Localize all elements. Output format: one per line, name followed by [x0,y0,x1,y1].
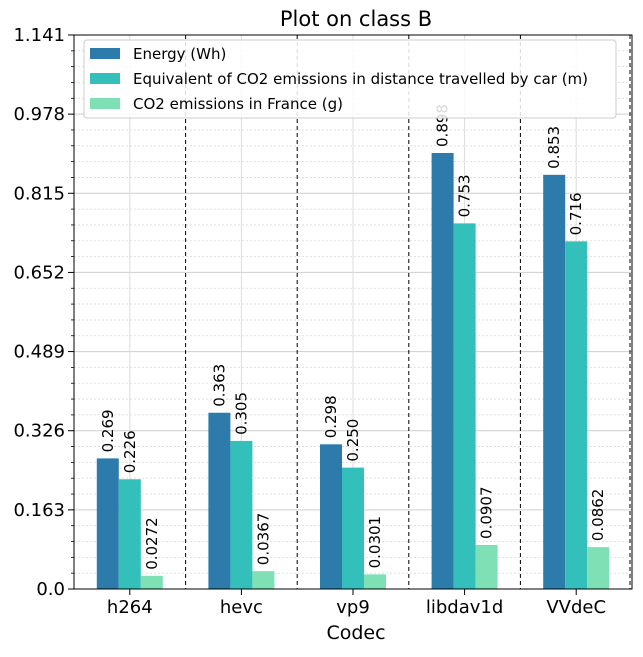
y-tick-label: 0.815 [13,183,65,204]
y-axis: 0.0 0.163 0.326 0.489 0.652 0.815 0.978 1.141 [13,25,74,600]
bar-libdav1d-series-2 [453,223,476,589]
x-tick-label-vp9: vp9 [336,597,370,618]
x-tick-label-libdav1d: libdav1d [426,597,503,618]
legend-swatch-co2-car-distance [90,73,120,84]
x-axis-label: Codec [326,622,385,644]
x-tick-label-hevc: hevc [220,597,263,618]
bar-vp9-series-3 [364,574,386,589]
value-label-vvdec-series-1: 0.853 [545,126,563,169]
value-label-h264-series-2: 0.226 [121,430,139,473]
value-label-vvdec-series-3: 0.0862 [589,489,607,542]
bar-h264-series-2 [118,479,141,589]
y-tick-label: 0.978 [13,104,65,125]
value-label-hevc-series-1: 0.363 [210,364,228,407]
legend-swatch-co2-france [90,98,120,109]
x-tick-label-vvdec: VVdeC [546,597,606,618]
bar-hevc-series-1 [208,412,231,589]
chart-title: Plot on class B [280,7,432,31]
value-label-vp9-series-2: 0.250 [344,419,362,462]
x-tick-label-h264: h264 [107,597,153,618]
legend-label-co2-france: CO2 emissions in France (g) [133,95,343,113]
y-tick-label: 0.652 [13,262,65,283]
value-label-hevc-series-2: 0.305 [232,392,250,435]
value-label-vvdec-series-2: 0.716 [567,192,585,235]
value-label-libdav1d-series-3: 0.0907 [478,486,496,538]
value-label-vp9-series-1: 0.298 [322,395,340,438]
y-tick-label: 0.326 [13,421,65,442]
value-label-hevc-series-3: 0.0367 [254,513,272,566]
bar-vvdec-series-3 [587,547,610,589]
bar-h264-series-3 [140,575,163,589]
bar-libdav1d-series-1 [431,152,454,590]
value-label-vp9-series-3: 0.0301 [366,516,384,569]
bar-vp9-series-1 [320,444,342,589]
bar-vvdec-series-1 [543,174,566,589]
bar-libdav1d-series-3 [475,544,498,589]
legend-swatch-energy [90,48,120,59]
legend: Energy (Wh) Equivalent of CO2 emissions … [83,39,617,119]
value-label-libdav1d-series-2: 0.753 [456,174,474,217]
legend-label-energy: Energy (Wh) [133,45,226,63]
legend-label-co2-car-distance: Equivalent of CO2 emissions in distance … [133,70,588,88]
legend-box [83,39,617,119]
bar-vvdec-series-2 [565,241,588,590]
bar-vp9-series-2 [342,467,364,589]
bar-hevc-series-2 [230,440,253,589]
value-label-h264-series-1: 0.269 [99,409,117,452]
x-axis: h264 hevc vp9 libdav1d VVdeC [107,589,606,618]
bars [96,152,610,590]
y-tick-label: 0.163 [13,500,65,521]
bar-hevc-series-3 [252,571,275,589]
bar-h264-series-1 [96,458,119,589]
y-tick-label: 1.141 [13,25,65,46]
value-label-h264-series-3: 0.0272 [143,517,161,570]
group-separators [185,35,631,589]
y-tick-label: 0.0 [36,579,65,600]
y-tick-label: 0.489 [13,342,65,363]
